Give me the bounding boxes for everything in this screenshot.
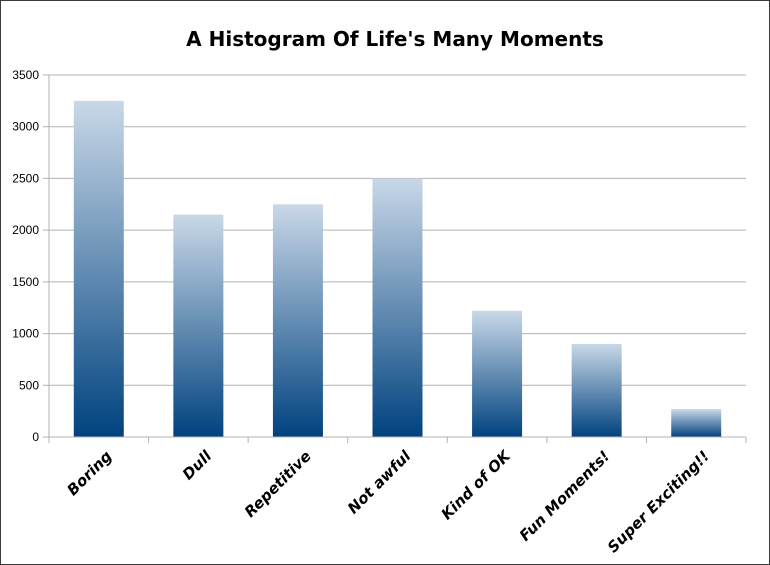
x-tick-label: Fun Moments! bbox=[516, 447, 614, 545]
x-tick-label: Boring bbox=[63, 447, 115, 499]
bar bbox=[372, 178, 423, 437]
bar bbox=[571, 343, 622, 437]
bar bbox=[73, 100, 124, 437]
bar bbox=[472, 310, 523, 437]
y-tick-label: 500 bbox=[19, 378, 39, 392]
x-tick-label: Dull bbox=[179, 446, 216, 483]
y-tick-label: 2500 bbox=[12, 171, 39, 185]
chart-title: A Histogram Of Life's Many Moments bbox=[186, 27, 604, 51]
bar bbox=[272, 204, 323, 437]
x-axis-tick-labels: Boring Dull Repetitive Not awful Kind of OK F… bbox=[63, 446, 713, 556]
x-tick-label: Kind of OK bbox=[438, 446, 515, 523]
y-tick-label: 0 bbox=[32, 430, 39, 444]
axes bbox=[43, 75, 747, 443]
y-tick-label: 3000 bbox=[12, 120, 39, 134]
x-tick-label: Not awful bbox=[344, 446, 415, 517]
x-tick-label: Super Exciting!! bbox=[604, 447, 713, 556]
x-tick-label: Repetitive bbox=[241, 447, 315, 521]
y-axis-tick-labels: 0 500 1000 1500 2000 2500 3000 3500 bbox=[12, 68, 39, 444]
y-tick-label: 1500 bbox=[12, 275, 39, 289]
bars bbox=[73, 100, 722, 437]
y-tick-label: 3500 bbox=[12, 68, 39, 82]
y-tick-label: 1000 bbox=[12, 327, 39, 341]
bar bbox=[671, 409, 722, 437]
y-tick-label: 2000 bbox=[12, 223, 39, 237]
bar bbox=[173, 214, 224, 437]
